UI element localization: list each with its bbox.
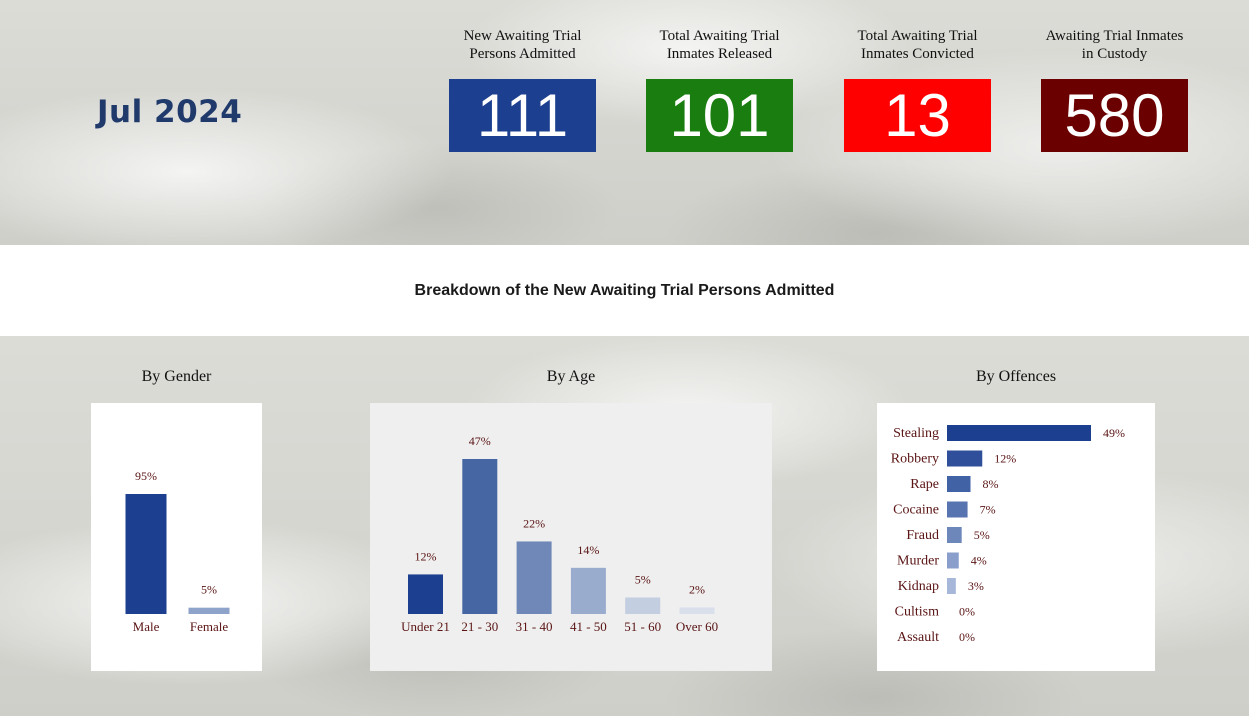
gender-chart: 95% Male 5% Female [91, 403, 262, 671]
age-chart-title: By Age [546, 368, 596, 385]
data-label: 3% [968, 579, 984, 593]
data-label: 12% [415, 549, 437, 563]
kpi-label: Total Awaiting Trial Inmates Convicted [857, 28, 978, 62]
data-label: 0% [959, 630, 975, 644]
category-label: Robbery [891, 452, 939, 467]
bar [408, 574, 443, 614]
section-band: Breakdown of the New Awaiting Trial Pers… [0, 245, 1249, 336]
age-chart: 12% Under 21 47% 21 - 30 22% 31 - 40 14% 41 - 5… [370, 403, 772, 671]
category-label: Assault [897, 630, 939, 645]
header-background [0, 0, 1249, 245]
section-title: Breakdown of the New Awaiting Trial Pers… [414, 281, 835, 299]
kpi-admitted: New Awaiting Trial Persons Admitted 111 [449, 27, 596, 152]
age-chart-svg: 12% Under 21 47% 21 - 30 22% 31 - 40 14% 41 - 5… [401, 434, 718, 634]
category-label: Male [133, 619, 160, 634]
kpi-custody: Awaiting Trial Inmates in Custody 580 [1041, 27, 1188, 152]
category-label: Murder [897, 554, 939, 569]
bar [679, 607, 715, 614]
bar [625, 597, 661, 614]
bar [188, 607, 230, 614]
data-label: 5% [635, 573, 651, 587]
category-label: Under 21 [401, 619, 450, 634]
bar [462, 459, 498, 614]
category-label: Kidnap [898, 579, 939, 594]
category-label: 51 - 60 [624, 619, 661, 634]
bar [947, 578, 956, 594]
category-label: 41 - 50 [570, 619, 607, 634]
data-label: 8% [983, 477, 999, 491]
data-label: 5% [974, 528, 990, 542]
bar [947, 552, 959, 569]
kpi-label: Total Awaiting Trial Inmates Released [659, 28, 780, 62]
bar [125, 494, 167, 614]
data-label: 5% [201, 583, 217, 597]
category-label: Over 60 [676, 619, 718, 634]
category-label: 21 - 30 [461, 619, 498, 634]
category-label: Female [190, 619, 228, 634]
data-label: 95% [135, 469, 157, 483]
bar [570, 567, 606, 614]
kpi-value: 580 [1041, 79, 1188, 152]
kpi-label: Awaiting Trial Inmates in Custody [1045, 28, 1184, 62]
category-label: 31 - 40 [516, 619, 553, 634]
kpi-value: 111 [449, 79, 596, 152]
bar [947, 476, 971, 492]
data-label: 47% [469, 434, 491, 448]
data-label: 12% [994, 452, 1016, 466]
category-label: Stealing [893, 426, 939, 441]
bar [516, 541, 552, 614]
offences-chart-svg: Stealing 49% Robbery 12% Rape 8% Cocaine 7% Frau… [891, 425, 1125, 645]
category-label: Fraud [906, 528, 939, 543]
category-label: Cocaine [893, 503, 939, 518]
offences-chart-title: By Offences [975, 368, 1057, 385]
kpi-value: 101 [646, 79, 793, 152]
kpi-released: Total Awaiting Trial Inmates Released 10… [646, 27, 793, 152]
data-label: 0% [959, 605, 975, 619]
data-label: 22% [523, 516, 545, 530]
bar [947, 527, 962, 543]
data-label: 2% [689, 582, 705, 596]
category-label: Cultism [895, 605, 939, 620]
data-label: 14% [577, 543, 599, 557]
category-label: Rape [910, 477, 939, 492]
period-label: Jul 2024 [97, 94, 243, 130]
data-label: 7% [980, 503, 996, 517]
bar [947, 501, 968, 518]
kpi-value: 13 [844, 79, 991, 152]
bar [947, 450, 983, 467]
data-label: 4% [971, 554, 987, 568]
kpi-convicted: Total Awaiting Trial Inmates Convicted 1… [844, 27, 991, 152]
gender-chart-svg: 95% Male 5% Female [125, 469, 230, 634]
gender-chart-title: By Gender [141, 368, 212, 385]
offences-chart: Stealing 49% Robbery 12% Rape 8% Cocaine 7% Frau… [877, 403, 1155, 671]
bar [947, 425, 1091, 441]
data-label: 49% [1103, 426, 1125, 440]
kpi-label: New Awaiting Trial Persons Admitted [463, 28, 582, 62]
